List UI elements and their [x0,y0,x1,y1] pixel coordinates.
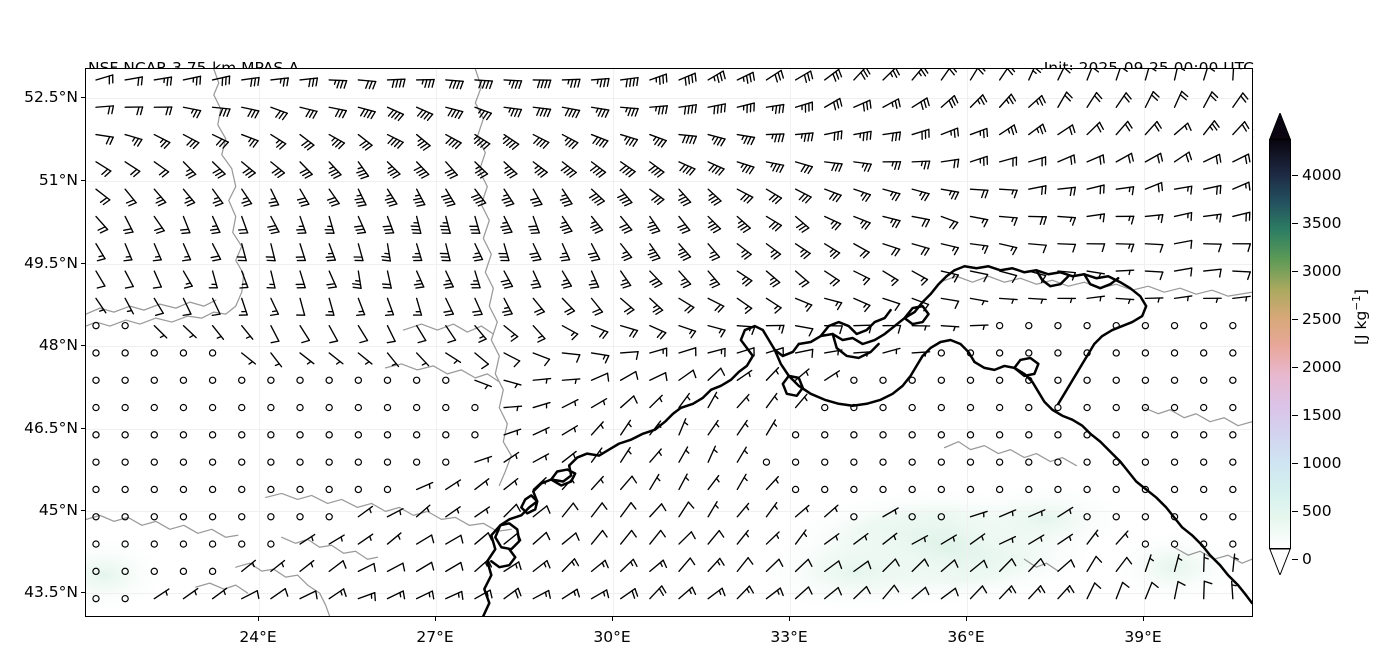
colorbar-tick-label: 4000 [1302,166,1342,184]
colorbar-extend-top [1269,113,1291,140]
x-tick-mark [1143,617,1145,621]
y-tick-label: 45°N [38,501,78,519]
y-tick-mark [81,263,85,265]
x-tick-label: 24°E [239,628,277,646]
x-tick-mark [258,617,260,621]
y-tick-label: 52.5°N [24,88,78,106]
colorbar-tick-label: 2500 [1302,310,1342,328]
colorbar-tick-label: 2000 [1302,358,1342,376]
colorbar-gradient [1269,139,1291,549]
x-tick-label: 33°E [770,628,808,646]
colorbar-tick-label: 1500 [1302,406,1342,424]
colorbar-tick-label: 3000 [1302,262,1342,280]
x-tick-mark [789,617,791,621]
y-tick-mark [81,180,85,182]
colorbar-tick-label: 3500 [1302,214,1342,232]
colorbar-extend-bottom [1269,548,1291,575]
colorbar-tick-label: 0 [1302,550,1312,568]
colorbar-axis-label: [J kg−1] [1350,289,1370,345]
y-tick-label: 49.5°N [24,254,78,272]
y-tick-label: 51°N [38,171,78,189]
colorbar[interactable] [1269,113,1291,575]
x-tick-label: 36°E [947,628,985,646]
wind-barbs-layer [92,69,1251,603]
y-tick-mark [81,97,85,99]
y-tick-mark [81,592,85,594]
coastline-layer [482,265,1252,616]
y-tick-label: 48°N [38,336,78,354]
y-tick-label: 43.5°N [24,583,78,601]
y-tick-mark [81,510,85,512]
y-tick-label: 46.5°N [24,419,78,437]
y-tick-mark [81,345,85,347]
map-plot-area[interactable] [85,68,1253,617]
x-tick-label: 30°E [593,628,631,646]
colorbar-tick-label: 1000 [1302,454,1342,472]
x-tick-mark [966,617,968,621]
x-tick-label: 27°E [416,628,454,646]
colorbar-tick-label: 500 [1302,502,1332,520]
y-tick-mark [81,428,85,430]
x-tick-mark [435,617,437,621]
x-tick-mark [612,617,614,621]
x-tick-label: 39°E [1124,628,1162,646]
